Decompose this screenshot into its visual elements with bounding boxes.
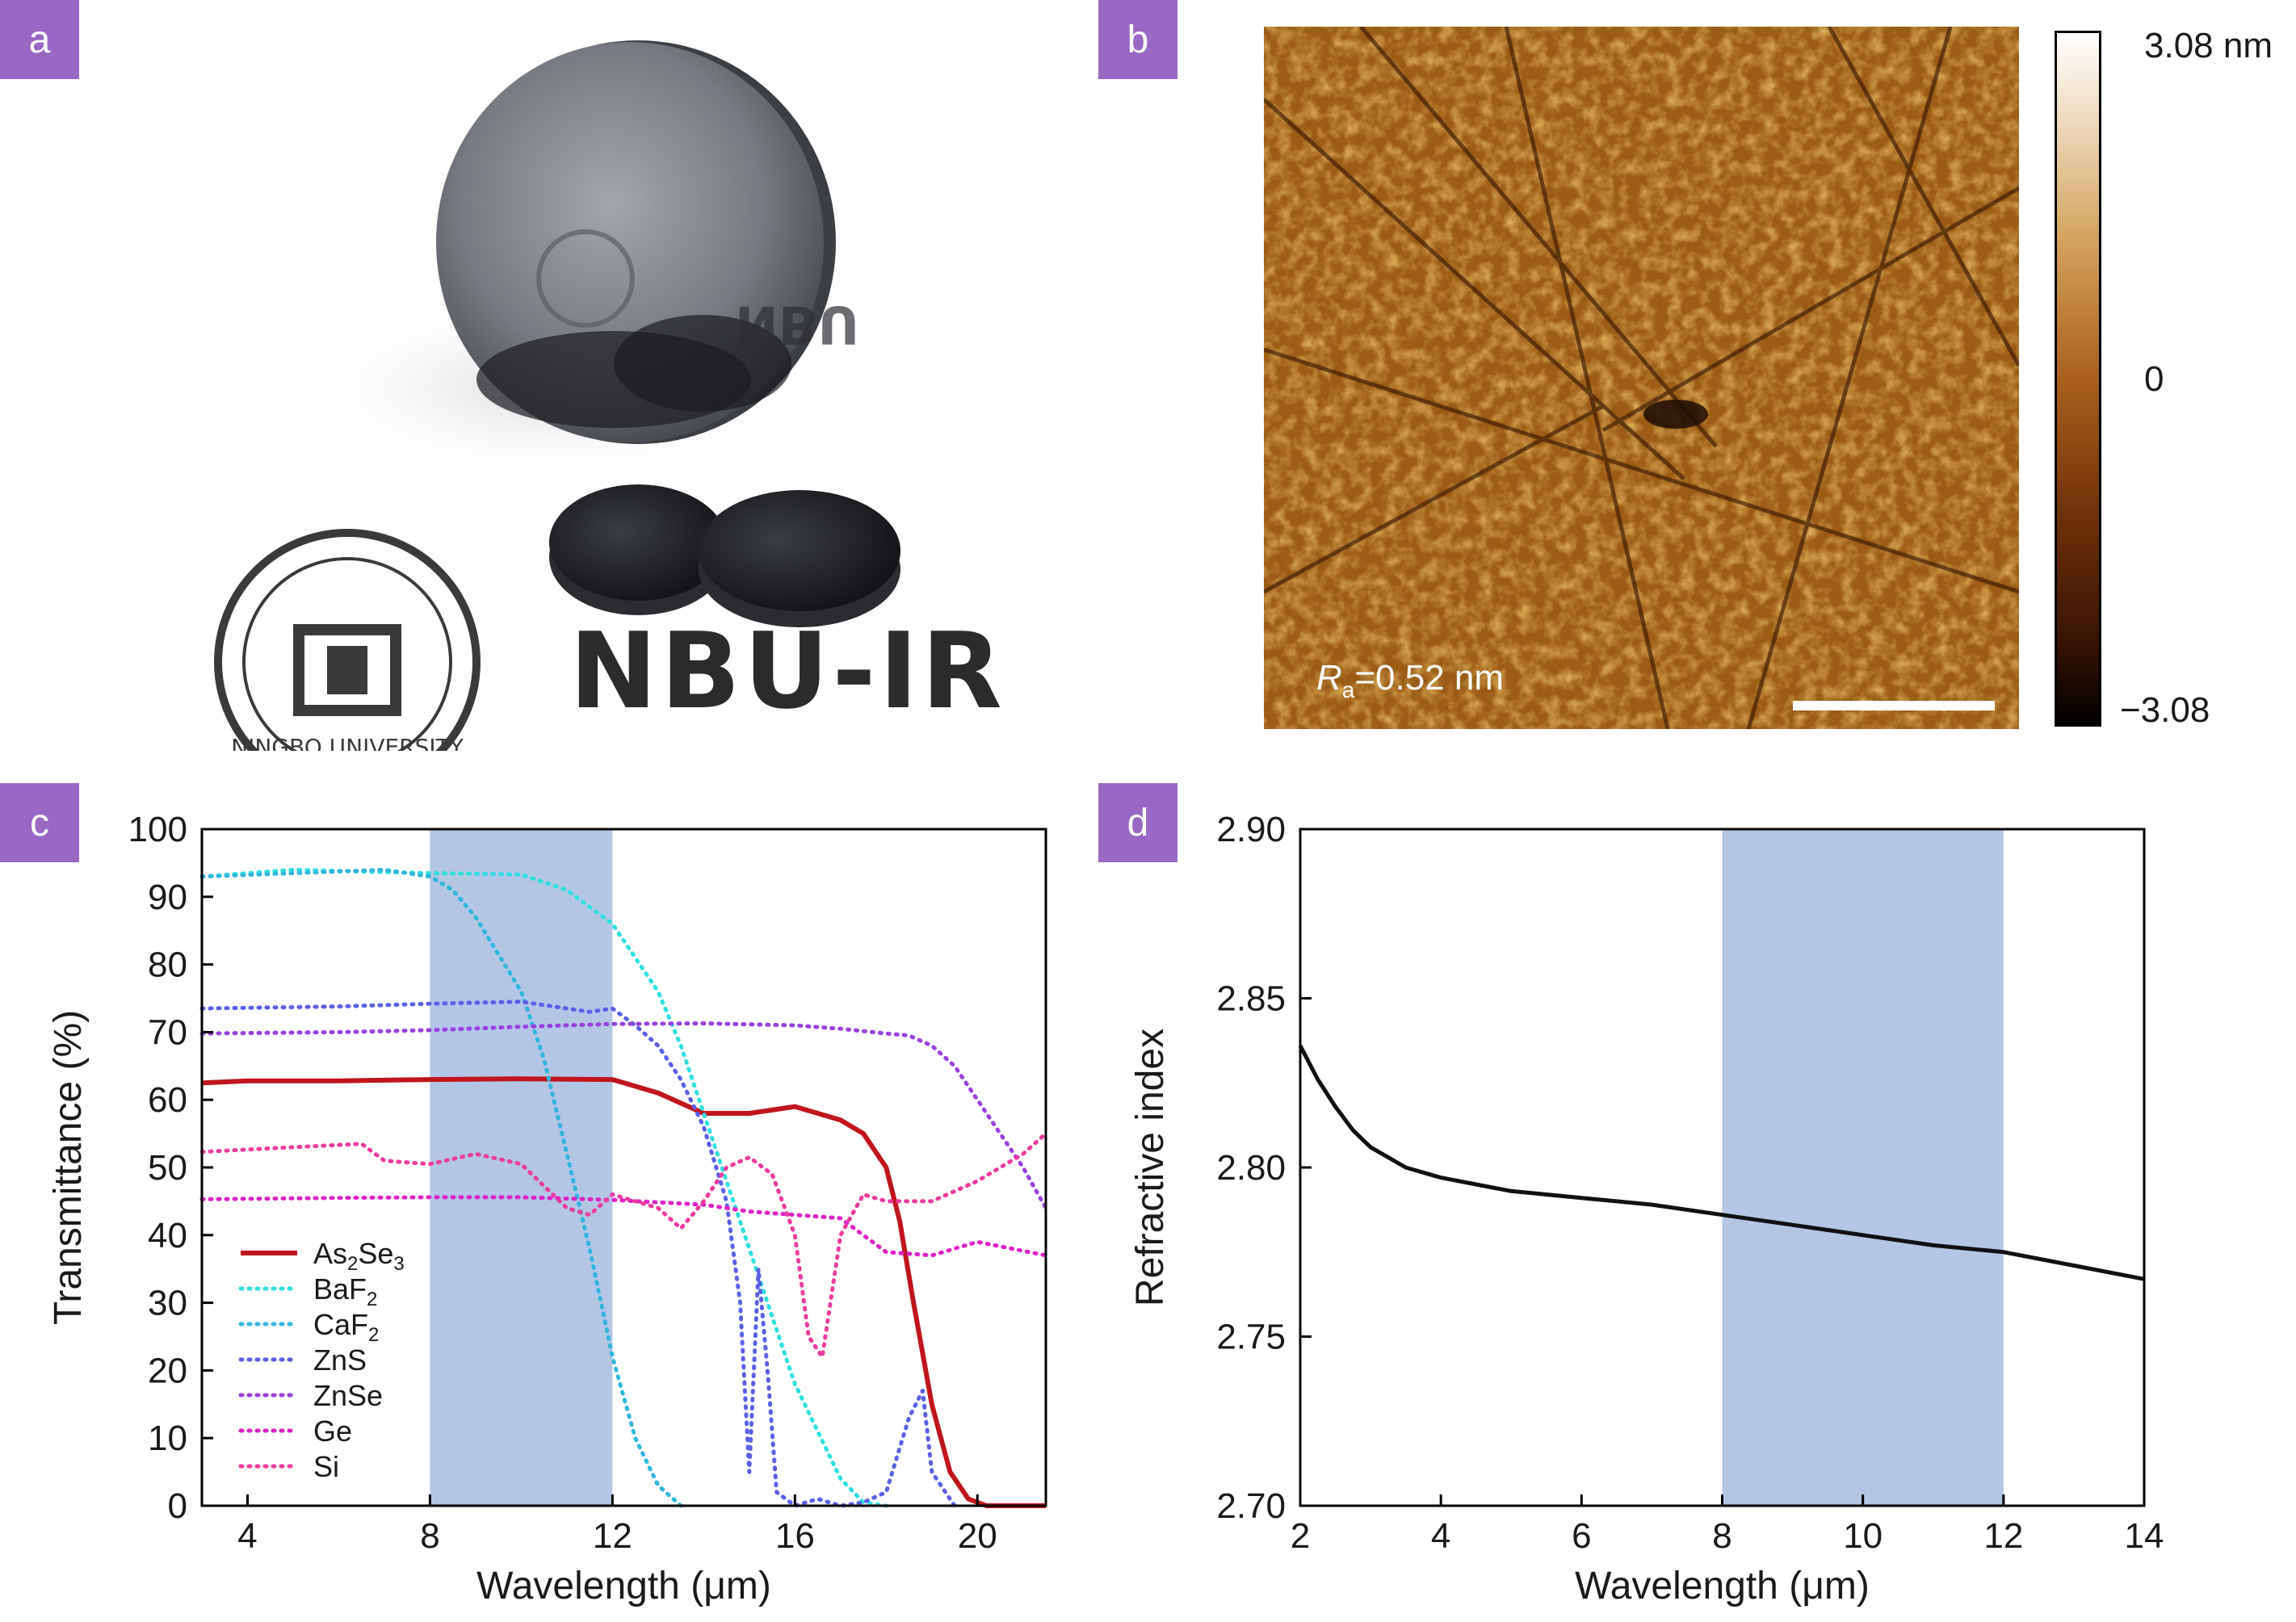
afm-scratches xyxy=(1264,27,2019,729)
roughness-subscript: a xyxy=(1341,677,1355,702)
legend-label: ZnSe xyxy=(313,1379,383,1412)
university-seal: NINGBO UNIVERSITY xyxy=(214,529,481,751)
y-tick-label: 100 xyxy=(128,810,187,849)
y-tick-label: 80 xyxy=(148,945,187,985)
colorbar-max-label: 3.08 nm xyxy=(2144,26,2273,65)
legend-label: Si xyxy=(313,1450,339,1483)
height-colorbar xyxy=(2055,31,2101,727)
x-tick-label: 16 xyxy=(775,1516,815,1556)
x-tick-label: 12 xyxy=(593,1516,632,1556)
y-tick-label: 60 xyxy=(148,1080,187,1120)
nbu-ir-logo-text: NBU-IR xyxy=(569,610,1005,732)
series-line-si xyxy=(199,1131,1048,1360)
y-tick-label: 40 xyxy=(148,1216,187,1255)
series-line-as2se3 xyxy=(201,1076,1046,1508)
y-tick-label: 0 xyxy=(168,1486,187,1526)
series-line-baf2 xyxy=(199,867,888,1508)
legend-label: BaF2 xyxy=(313,1272,377,1310)
colorbar-min-label: −3.08 xyxy=(2120,690,2210,730)
svg-text:NBU: NBU xyxy=(735,294,859,354)
y-tick-label: 90 xyxy=(148,878,187,917)
y-tick-label: 20 xyxy=(148,1351,187,1390)
x-tick-label: 4 xyxy=(237,1516,257,1556)
transmittance-chart: 4 8 12 16 20 0 10 20 30 40 50 60 70 80 90 100 Wavelength… xyxy=(47,810,1048,1607)
y-tick-label: 2.70 xyxy=(1216,1486,1286,1526)
series-line-zns xyxy=(199,1000,957,1508)
y-axis-label: Transmittance (%) xyxy=(47,1010,90,1325)
x-tick-label: 20 xyxy=(958,1516,997,1556)
x-tick-label: 2 xyxy=(1291,1516,1310,1556)
y-axis-label: Refractive index xyxy=(1129,1029,1172,1306)
large-lens: NBU xyxy=(291,40,859,484)
series-line-ge xyxy=(199,1195,1048,1258)
lens-photo: NBU NINGBO UNIVERSITY xyxy=(214,40,900,751)
x-tick-label: 8 xyxy=(1712,1516,1731,1556)
panel-label-b: b xyxy=(1098,0,1177,79)
small-lens-left xyxy=(549,484,727,615)
scale-bar xyxy=(1793,701,1995,710)
x-tick-label: 10 xyxy=(1843,1516,1883,1556)
highlight-band xyxy=(430,829,613,1506)
refractive-index-chart: 2 4 6 8 10 12 14 2.70 2.75 2.80 2.85 2.90 Wavelength… xyxy=(1129,810,2164,1607)
panel-label-a: a xyxy=(0,0,79,79)
x-tick-label: 14 xyxy=(2125,1516,2164,1556)
roughness-symbol: R xyxy=(1316,658,1342,698)
x-axis-label: Wavelength (μm) xyxy=(476,1565,771,1607)
legend-label: CaF2 xyxy=(313,1308,379,1346)
x-axis-label: Wavelength (μm) xyxy=(1575,1565,1870,1607)
y-tick-label: 70 xyxy=(148,1012,187,1052)
y-tick-label: 10 xyxy=(148,1419,187,1458)
legend-label: ZnS xyxy=(313,1343,367,1377)
y-tick-label: 2.75 xyxy=(1216,1318,1286,1357)
small-lens-right xyxy=(699,490,900,627)
afm-image xyxy=(1264,27,2019,729)
afm-dark-spot xyxy=(1643,400,1708,429)
roughness-value: =0.52 nm xyxy=(1354,658,1505,698)
seal-text: NINGBO UNIVERSITY xyxy=(231,734,464,751)
highlight-band xyxy=(1722,829,2004,1506)
y-tick-label: 2.90 xyxy=(1216,810,1286,849)
y-tick-label: 2.80 xyxy=(1216,1148,1286,1188)
colorbar-mid-label: 0 xyxy=(2144,359,2164,399)
roughness-label: Ra=0.52 nm xyxy=(1316,658,1504,703)
series-line-refractive-index xyxy=(1298,1045,2145,1281)
y-tick-label: 50 xyxy=(148,1148,187,1188)
y-tick-label: 30 xyxy=(148,1284,187,1323)
x-tick-label: 6 xyxy=(1572,1516,1591,1556)
panel-label-c: c xyxy=(0,783,79,862)
x-tick-label: 4 xyxy=(1431,1516,1450,1556)
series-line-znse xyxy=(199,1021,1048,1210)
x-tick-label: 12 xyxy=(1983,1516,2023,1556)
panel-label-d: d xyxy=(1098,783,1177,862)
legend-label: As2Se3 xyxy=(313,1237,405,1275)
x-tick-label: 8 xyxy=(420,1516,439,1556)
y-tick-label: 2.85 xyxy=(1216,979,1286,1019)
legend-label: Ge xyxy=(313,1415,352,1448)
